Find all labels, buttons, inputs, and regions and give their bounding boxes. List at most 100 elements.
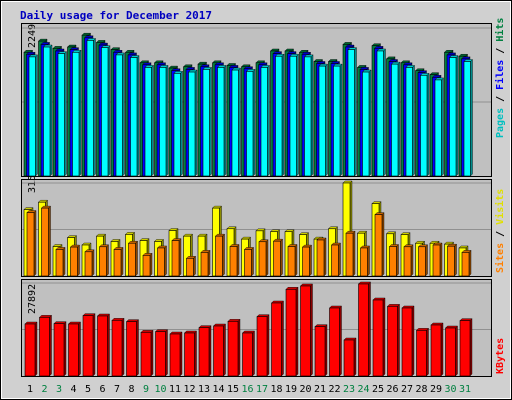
bar-kbytes-day-21	[314, 324, 328, 377]
bar-kbytes-day-1	[24, 321, 38, 377]
bar-pages-day-26	[391, 61, 401, 177]
bar-kbytes-day-13-face	[198, 327, 210, 377]
bar-kbytes-day-30-top	[445, 325, 458, 329]
x-tick-label-24: 24	[357, 384, 369, 395]
x-tick-label-1: 1	[27, 384, 33, 395]
bar-kbytes-day-8-face	[126, 321, 137, 377]
bar-pages-day-12	[188, 69, 198, 177]
bars	[23, 32, 473, 377]
bar-pages-day-1-face	[28, 56, 36, 177]
bar-sites-day-21	[316, 237, 327, 277]
bar-sites-day-3-face	[55, 249, 64, 277]
x-tick-label-28: 28	[415, 384, 427, 395]
bar-kbytes-day-21-face	[314, 326, 326, 377]
bar-kbytes-day-14-face	[213, 325, 224, 377]
bar-sites-day-7-side	[120, 246, 124, 277]
bar-sites-day-8	[128, 240, 138, 277]
bar-kbytes-day-10-side	[165, 329, 168, 377]
bar-kbytes-day-24	[358, 281, 371, 377]
bar-kbytes-day-27-face	[401, 307, 413, 377]
bar-kbytes-day-12	[184, 330, 197, 377]
bar-kbytes-day-25	[372, 297, 386, 377]
bar-pages-day-15-side	[238, 67, 241, 177]
bar-pages-day-12-face	[188, 71, 196, 177]
bar-sites-day-3	[55, 246, 66, 277]
bar-sites-day-14	[215, 233, 225, 277]
kbytes-legend: KBytes	[495, 338, 506, 374]
legend-pages: Pages	[495, 108, 506, 138]
x-tick-label-25: 25	[372, 384, 384, 395]
bar-pages-day-4	[72, 49, 82, 177]
x-tick-label-30: 30	[444, 384, 456, 395]
bar-kbytes-day-8	[126, 319, 139, 377]
bar-pages-day-31-face	[463, 61, 471, 177]
bar-sites-day-25	[374, 212, 385, 277]
bar-sites-day-30	[447, 243, 457, 277]
bar-pages-day-14	[217, 64, 227, 177]
x-tick-label-11: 11	[169, 384, 181, 395]
bar-sites-day-16-side	[251, 246, 254, 277]
bar-kbytes-day-3	[53, 321, 67, 377]
bar-kbytes-day-16-face	[242, 332, 253, 377]
bar-pages-day-22	[333, 63, 343, 177]
bar-pages-day-23-face	[347, 49, 355, 177]
bar-sites-day-7-face	[113, 249, 122, 277]
bar-pages-day-9	[144, 64, 154, 177]
bar-kbytes-day-19-face	[285, 289, 297, 377]
bar-pages-day-10-side	[165, 64, 169, 177]
bar-kbytes-day-30	[445, 325, 458, 377]
bar-sites-day-16	[244, 246, 254, 277]
legend-hits: Hits	[494, 18, 506, 42]
bar-pages-day-12-side	[194, 69, 198, 177]
bar-pages-day-11-face	[173, 73, 181, 177]
x-tick-label-15: 15	[227, 384, 239, 395]
bar-pages-day-2	[43, 44, 53, 177]
bar-kbytes-day-27	[401, 305, 415, 377]
legend-sep-3: /	[495, 225, 506, 243]
bar-pages-day-24-face	[362, 71, 370, 177]
legend-visits: Visits	[494, 189, 506, 225]
bar-kbytes-day-14-side	[223, 323, 226, 377]
legend-sites: Sites	[494, 243, 506, 273]
x-tick-label-31: 31	[459, 384, 471, 395]
x-tick-label-3: 3	[56, 384, 62, 395]
x-tick-label-23: 23	[343, 384, 355, 395]
bar-pages-day-11-side	[180, 70, 183, 177]
bar-kbytes-day-15-face	[227, 321, 239, 377]
bar-kbytes-day-15	[227, 318, 241, 377]
bar-pages-day-17	[260, 64, 270, 177]
bar-sites-day-11-side	[178, 238, 182, 277]
bar-kbytes-day-12-side	[194, 330, 197, 377]
hits-ymax-label: 2249	[27, 24, 38, 48]
bar-sites-day-5	[84, 249, 95, 277]
bar-sites-day-24-face	[360, 247, 368, 277]
x-tick-label-2: 2	[41, 384, 47, 395]
bar-kbytes-day-3-face	[53, 323, 65, 377]
bar-kbytes-day-6-face	[97, 315, 108, 377]
bar-pages-day-13-side	[209, 66, 212, 177]
bar-pages-day-7	[115, 52, 125, 177]
bar-pages-day-30	[449, 55, 459, 177]
bar-kbytes-day-30-face	[445, 327, 456, 377]
bar-kbytes-day-9-side	[150, 329, 154, 377]
bar-sites-day-15	[229, 243, 240, 277]
bar-pages-day-18	[275, 53, 285, 177]
bar-kbytes-day-7	[111, 317, 125, 377]
bar-pages-day-16-face	[246, 71, 254, 177]
bar-sites-day-27-face	[403, 246, 412, 277]
bar-kbytes-day-2	[39, 314, 52, 377]
bar-sites-day-23-face	[345, 232, 354, 277]
bar-kbytes-day-4-side	[78, 321, 81, 377]
bar-pages-day-4-side	[78, 49, 82, 177]
bar-kbytes-day-12-face	[184, 332, 195, 377]
bar-kbytes-day-24-face	[358, 283, 369, 377]
bar-kbytes-day-4-face	[68, 323, 79, 377]
bar-sites-day-1	[26, 210, 37, 277]
bar-sites-day-9	[142, 252, 153, 277]
bar-pages-day-29	[434, 77, 444, 177]
bar-pages-day-6-face	[101, 47, 109, 177]
bar-kbytes-day-22	[329, 305, 342, 377]
bar-sites-day-5-face	[84, 251, 93, 277]
x-tick-label-13: 13	[198, 384, 210, 395]
x-tick-label-17: 17	[256, 384, 268, 395]
